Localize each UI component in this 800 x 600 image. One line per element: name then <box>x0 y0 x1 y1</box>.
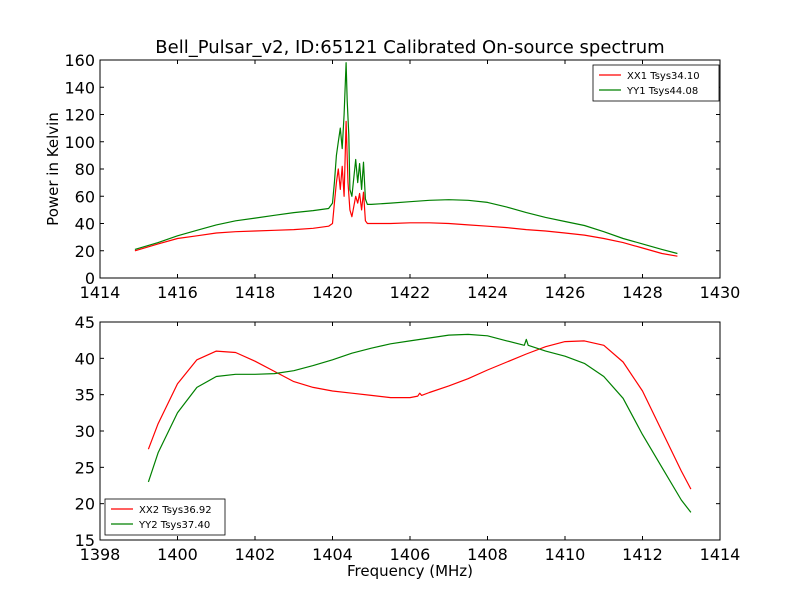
bottom-y-tick-label: 35 <box>75 386 95 405</box>
top-legend-box <box>592 64 720 102</box>
top-legend-label-1: XX1 Tsys34.10 <box>627 71 700 82</box>
top-x-tick-label: 1424 <box>467 283 508 302</box>
top-y-tick-label: 0 <box>85 269 95 288</box>
bottom-y-tick-label: 30 <box>75 422 95 441</box>
top-y-axis-label: Power in Kelvin <box>44 112 62 226</box>
top-y-tick-label: 80 <box>75 160 95 179</box>
top-y-tick-label: 100 <box>64 133 95 152</box>
bottom-series-line-2 <box>147 333 692 513</box>
bottom-series-group <box>147 333 692 513</box>
bottom-legend: XX2 Tsys36.92 YY2 Tsys37.40 <box>104 498 226 536</box>
top-x-tick-label: 1418 <box>235 283 276 302</box>
top-x-tick-label: 1426 <box>545 283 586 302</box>
top-x-tick-label: 1430 <box>700 283 741 302</box>
top-x-tick-label: 1416 <box>157 283 198 302</box>
top-y-tick-label: 60 <box>75 187 95 206</box>
bottom-x-tick-label: 1408 <box>467 545 508 564</box>
bottom-x-tick-label: 1398 <box>80 545 121 564</box>
top-x-tick-label: 1422 <box>390 283 431 302</box>
bottom-legend-box <box>104 498 226 536</box>
top-series-line-1 <box>134 120 678 257</box>
top-y-tick-label: 20 <box>75 242 95 261</box>
top-legend: XX1 Tsys34.10 YY1 Tsys44.08 <box>592 64 720 102</box>
bottom-x-tick-label: 1412 <box>622 545 663 564</box>
bottom-x-tick-label: 1402 <box>235 545 276 564</box>
bottom-y-tick-label: 20 <box>75 495 95 514</box>
bottom-x-tick-label: 1410 <box>545 545 586 564</box>
bottom-x-axis-label: Frequency (MHz) <box>347 562 473 580</box>
top-x-tick-label: 1414 <box>80 283 121 302</box>
top-y-tick-label: 120 <box>64 106 95 125</box>
top-x-tick-label: 1420 <box>312 283 353 302</box>
bottom-x-tick-label: 1406 <box>390 545 431 564</box>
bottom-y-tick-label: 40 <box>75 349 95 368</box>
bottom-x-tick-label: 1400 <box>157 545 198 564</box>
top-y-tick-label: 40 <box>75 215 95 234</box>
bottom-y-tick-label: 45 <box>75 313 95 332</box>
bottom-y-tick-label: 25 <box>75 458 95 477</box>
chart-title: Bell_Pulsar_v2, ID:65121 Calibrated On-s… <box>155 37 664 58</box>
bottom-x-tick-label: 1404 <box>312 545 353 564</box>
top-series-group <box>134 62 678 257</box>
bottom-y-tick-label: 15 <box>75 531 95 550</box>
top-series-line-2 <box>134 62 678 255</box>
top-panel: 1414 1416 1418 1420 1422 1424 1426 1428 1430 0 20 4… <box>44 51 740 302</box>
top-y-tick-label: 140 <box>64 78 95 97</box>
bottom-legend-label-1: XX2 Tsys36.92 <box>139 505 212 516</box>
top-y-tick-label: 160 <box>64 51 95 70</box>
top-legend-label-2: YY1 Tsys44.08 <box>626 86 698 97</box>
bottom-x-tick-label: 1414 <box>700 545 741 564</box>
bottom-series-line-1 <box>147 340 692 490</box>
top-x-tick-label: 1428 <box>622 283 663 302</box>
bottom-panel: 1398 1400 1402 1404 1406 1408 1410 1412 1414 15 20… <box>75 313 741 580</box>
bottom-legend-label-2: YY2 Tsys37.40 <box>138 520 210 531</box>
